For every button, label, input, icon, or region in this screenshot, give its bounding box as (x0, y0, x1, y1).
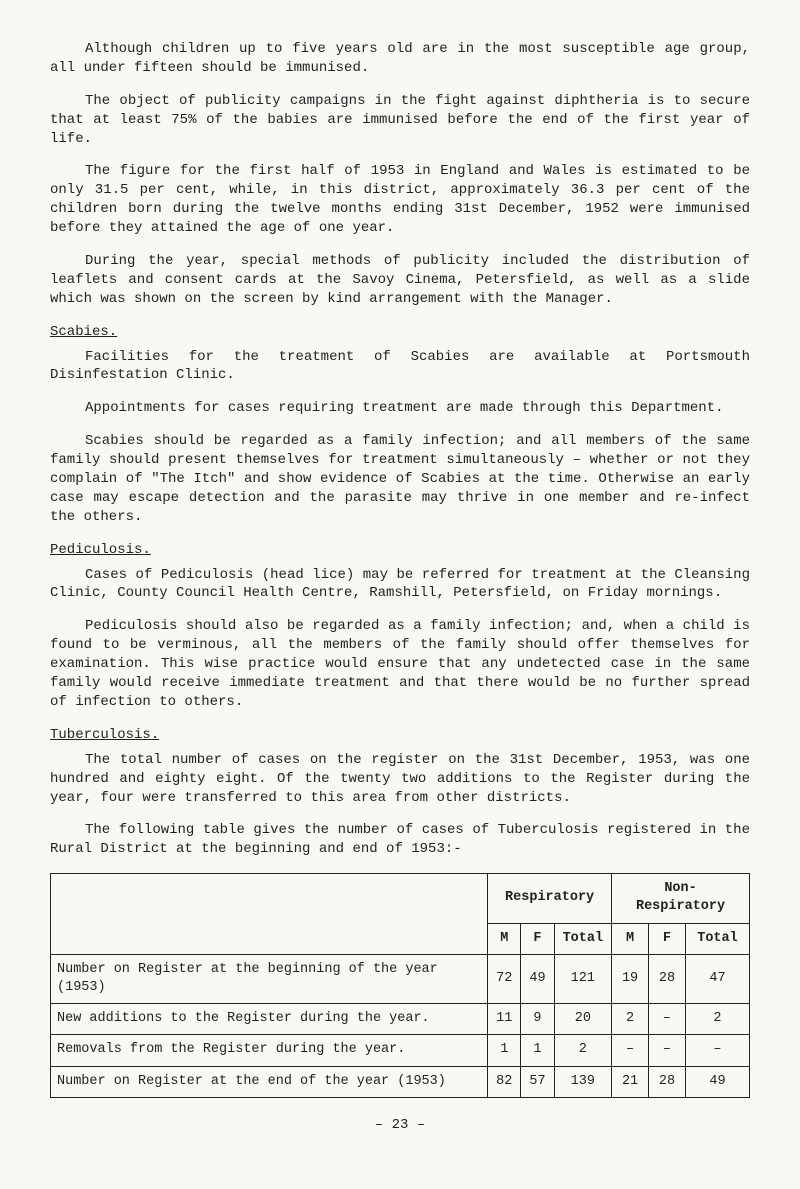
table-cell: – (685, 1035, 749, 1066)
tuberculosis-para-2: The following table gives the number of … (50, 821, 750, 859)
pediculosis-para-2: Pediculosis should also be regarded as a… (50, 617, 750, 711)
respiratory-header: Respiratory (488, 874, 612, 923)
table-cell: – (649, 1004, 686, 1035)
table-row: New additions to the Register during the… (51, 1004, 750, 1035)
table-cell: 21 (612, 1066, 649, 1097)
table-cell: 20 (554, 1004, 612, 1035)
tuberculosis-para-1: The total number of cases on the registe… (50, 751, 750, 808)
table-corner-cell (51, 874, 488, 955)
scabies-para-3: Scabies should be regarded as a family i… (50, 432, 750, 526)
paragraph-2: The object of publicity campaigns in the… (50, 92, 750, 149)
table-cell: 72 (488, 954, 521, 1003)
table-cell: 121 (554, 954, 612, 1003)
row-label: Number on Register at the beginning of t… (51, 954, 488, 1003)
table-cell: 82 (488, 1066, 521, 1097)
table-cell: 47 (685, 954, 749, 1003)
col-m-2: M (612, 923, 649, 954)
table-header-row-1: Respiratory Non-Respiratory (51, 874, 750, 923)
table-cell: – (649, 1035, 686, 1066)
table-row: Number on Register at the beginning of t… (51, 954, 750, 1003)
table-cell: 9 (521, 1004, 554, 1035)
table-cell: 57 (521, 1066, 554, 1097)
table-cell: 1 (521, 1035, 554, 1066)
table-cell: 28 (649, 954, 686, 1003)
paragraph-1: Although children up to five years old a… (50, 40, 750, 78)
table-cell: 2 (612, 1004, 649, 1035)
table-cell: 49 (685, 1066, 749, 1097)
row-label: Removals from the Register during the ye… (51, 1035, 488, 1066)
paragraph-4: During the year, special methods of publ… (50, 252, 750, 309)
table-cell: 2 (685, 1004, 749, 1035)
pediculosis-heading: Pediculosis. (50, 541, 750, 560)
paragraph-3: The figure for the first half of 1953 in… (50, 162, 750, 238)
table-cell: 19 (612, 954, 649, 1003)
pediculosis-heading-text: Pediculosis. (50, 542, 151, 558)
col-total-1: Total (554, 923, 612, 954)
pediculosis-para-1: Cases of Pediculosis (head lice) may be … (50, 566, 750, 604)
table-cell: 49 (521, 954, 554, 1003)
scabies-para-2: Appointments for cases requiring treatme… (50, 399, 750, 418)
table-cell: 28 (649, 1066, 686, 1097)
tuberculosis-table: Respiratory Non-Respiratory M F Total M … (50, 873, 750, 1098)
scabies-heading: Scabies. (50, 323, 750, 342)
row-label: Number on Register at the end of the yea… (51, 1066, 488, 1097)
table-cell: 139 (554, 1066, 612, 1097)
scabies-heading-text: Scabies. (50, 324, 117, 340)
col-total-2: Total (685, 923, 749, 954)
non-respiratory-header: Non-Respiratory (612, 874, 750, 923)
table-row: Removals from the Register during the ye… (51, 1035, 750, 1066)
scabies-para-1: Facilities for the treatment of Scabies … (50, 348, 750, 386)
table-cell: 11 (488, 1004, 521, 1035)
tuberculosis-heading-text: Tuberculosis. (50, 727, 159, 743)
col-m-1: M (488, 923, 521, 954)
col-f-1: F (521, 923, 554, 954)
col-f-2: F (649, 923, 686, 954)
table-cell: 2 (554, 1035, 612, 1066)
page-number: – 23 – (50, 1116, 750, 1135)
tuberculosis-heading: Tuberculosis. (50, 726, 750, 745)
row-label: New additions to the Register during the… (51, 1004, 488, 1035)
table-cell: – (612, 1035, 649, 1066)
table-cell: 1 (488, 1035, 521, 1066)
table-row: Number on Register at the end of the yea… (51, 1066, 750, 1097)
